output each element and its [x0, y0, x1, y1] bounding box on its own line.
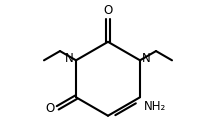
Text: N: N [65, 52, 74, 65]
Text: NH₂: NH₂ [144, 100, 166, 113]
Text: O: O [45, 102, 55, 115]
Text: N: N [142, 52, 151, 65]
Text: O: O [103, 4, 113, 17]
